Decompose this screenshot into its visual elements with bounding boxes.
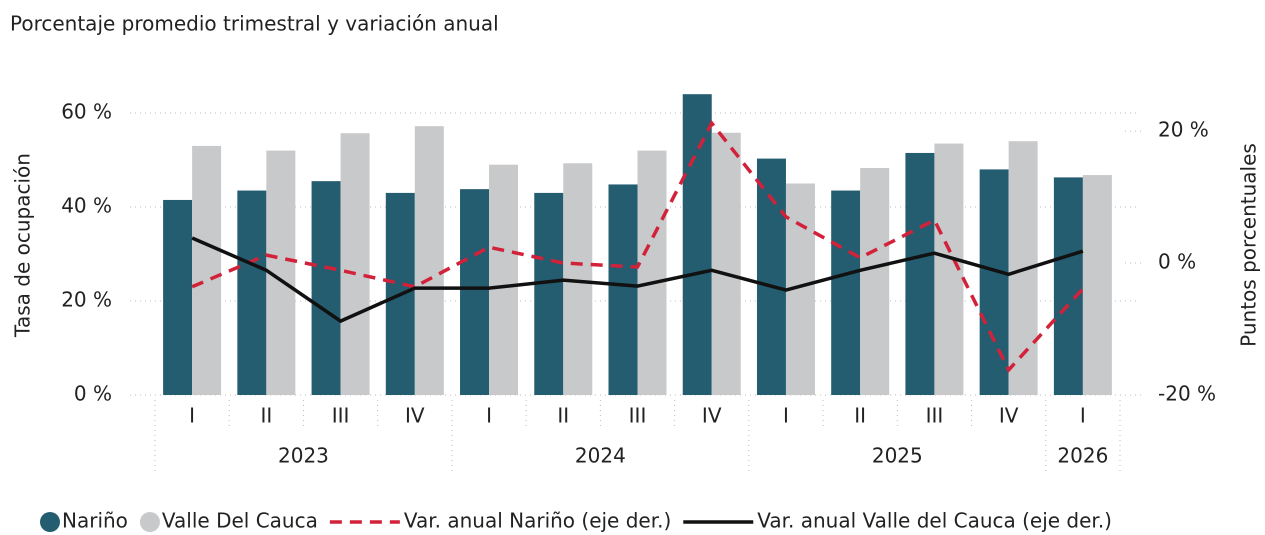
x-tick-label: IV — [999, 404, 1019, 428]
y-axis-title: Tasa de ocupación — [11, 153, 35, 338]
bar — [608, 184, 638, 395]
legend-label: Valle Del Cauca — [162, 509, 318, 533]
year-label: 2025 — [872, 444, 923, 468]
x-tick-label: II — [557, 404, 569, 428]
bar — [414, 126, 444, 395]
bar — [831, 190, 861, 395]
legend-label: Var. anual Valle del Cauca (eje der.) — [757, 509, 1112, 533]
bar — [860, 167, 890, 395]
x-tick-label: III — [926, 404, 944, 428]
bar — [682, 94, 712, 395]
legend-label: Var. anual Nariño (eje der.) — [404, 509, 671, 533]
x-tick-label: I — [486, 404, 492, 428]
y2-tick-label: 0 % — [1158, 250, 1196, 274]
bar — [192, 145, 222, 395]
line-series — [191, 236, 1084, 324]
x-tick-label: IV — [405, 404, 425, 428]
bar — [905, 152, 935, 395]
y-tick-label: 0 % — [74, 382, 112, 406]
bar — [163, 199, 193, 395]
y2-axis-title: Puntos porcentuales — [1237, 143, 1261, 347]
bar — [637, 150, 667, 395]
bar — [237, 190, 267, 395]
bar — [460, 189, 490, 395]
y-tick-label: 20 % — [61, 288, 112, 312]
x-tick-label: I — [189, 404, 195, 428]
bar — [979, 169, 1009, 395]
chart-title: Porcentaje promedio trimestral y variaci… — [10, 12, 499, 36]
bar — [534, 192, 564, 395]
y2-tick-label: 20 % — [1158, 118, 1209, 142]
year-label: 2026 — [1057, 444, 1108, 468]
legend-swatch — [40, 512, 60, 532]
x-tick-label: II — [260, 404, 272, 428]
bar — [711, 132, 741, 396]
bar — [756, 158, 786, 395]
x-tick-label: III — [629, 404, 647, 428]
x-tick-label: I — [783, 404, 789, 428]
bar — [340, 133, 370, 395]
x-tick-label: II — [854, 404, 866, 428]
x-tick-label: IV — [702, 404, 722, 428]
y2-tick-label: -20 % — [1158, 382, 1216, 406]
legend-label: Nariño — [62, 509, 128, 533]
y-tick-label: 40 % — [61, 194, 112, 218]
legend-swatch — [139, 512, 160, 532]
bar — [311, 181, 341, 395]
line-series — [191, 119, 1085, 373]
bar — [1053, 177, 1083, 395]
bar — [1082, 175, 1112, 395]
x-tick-label: I — [1080, 404, 1086, 428]
year-label: 2023 — [278, 444, 329, 468]
year-label: 2024 — [575, 444, 626, 468]
x-tick-label: III — [332, 404, 350, 428]
y-tick-label: 60 % — [61, 100, 112, 124]
bar — [489, 164, 519, 395]
